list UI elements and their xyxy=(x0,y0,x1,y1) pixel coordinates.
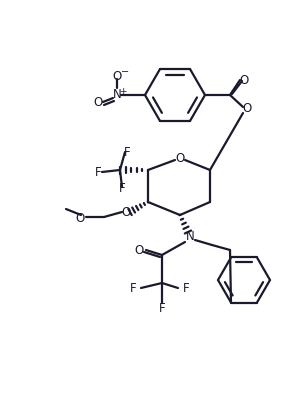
Text: O: O xyxy=(121,205,131,219)
Text: F: F xyxy=(124,146,130,158)
Text: −: − xyxy=(121,67,129,77)
Text: F: F xyxy=(119,183,125,195)
Text: N: N xyxy=(186,230,194,244)
Text: O: O xyxy=(75,213,85,226)
Text: F: F xyxy=(95,166,101,178)
Text: O: O xyxy=(242,103,252,115)
Text: O: O xyxy=(175,152,185,164)
Text: O: O xyxy=(93,96,103,109)
Text: +: + xyxy=(119,86,127,96)
Text: F: F xyxy=(159,302,165,314)
Text: F: F xyxy=(130,281,136,295)
Text: N: N xyxy=(113,88,121,101)
Text: F: F xyxy=(183,281,189,295)
Text: O: O xyxy=(239,74,249,86)
Text: O: O xyxy=(134,244,144,256)
Text: O: O xyxy=(112,70,122,82)
